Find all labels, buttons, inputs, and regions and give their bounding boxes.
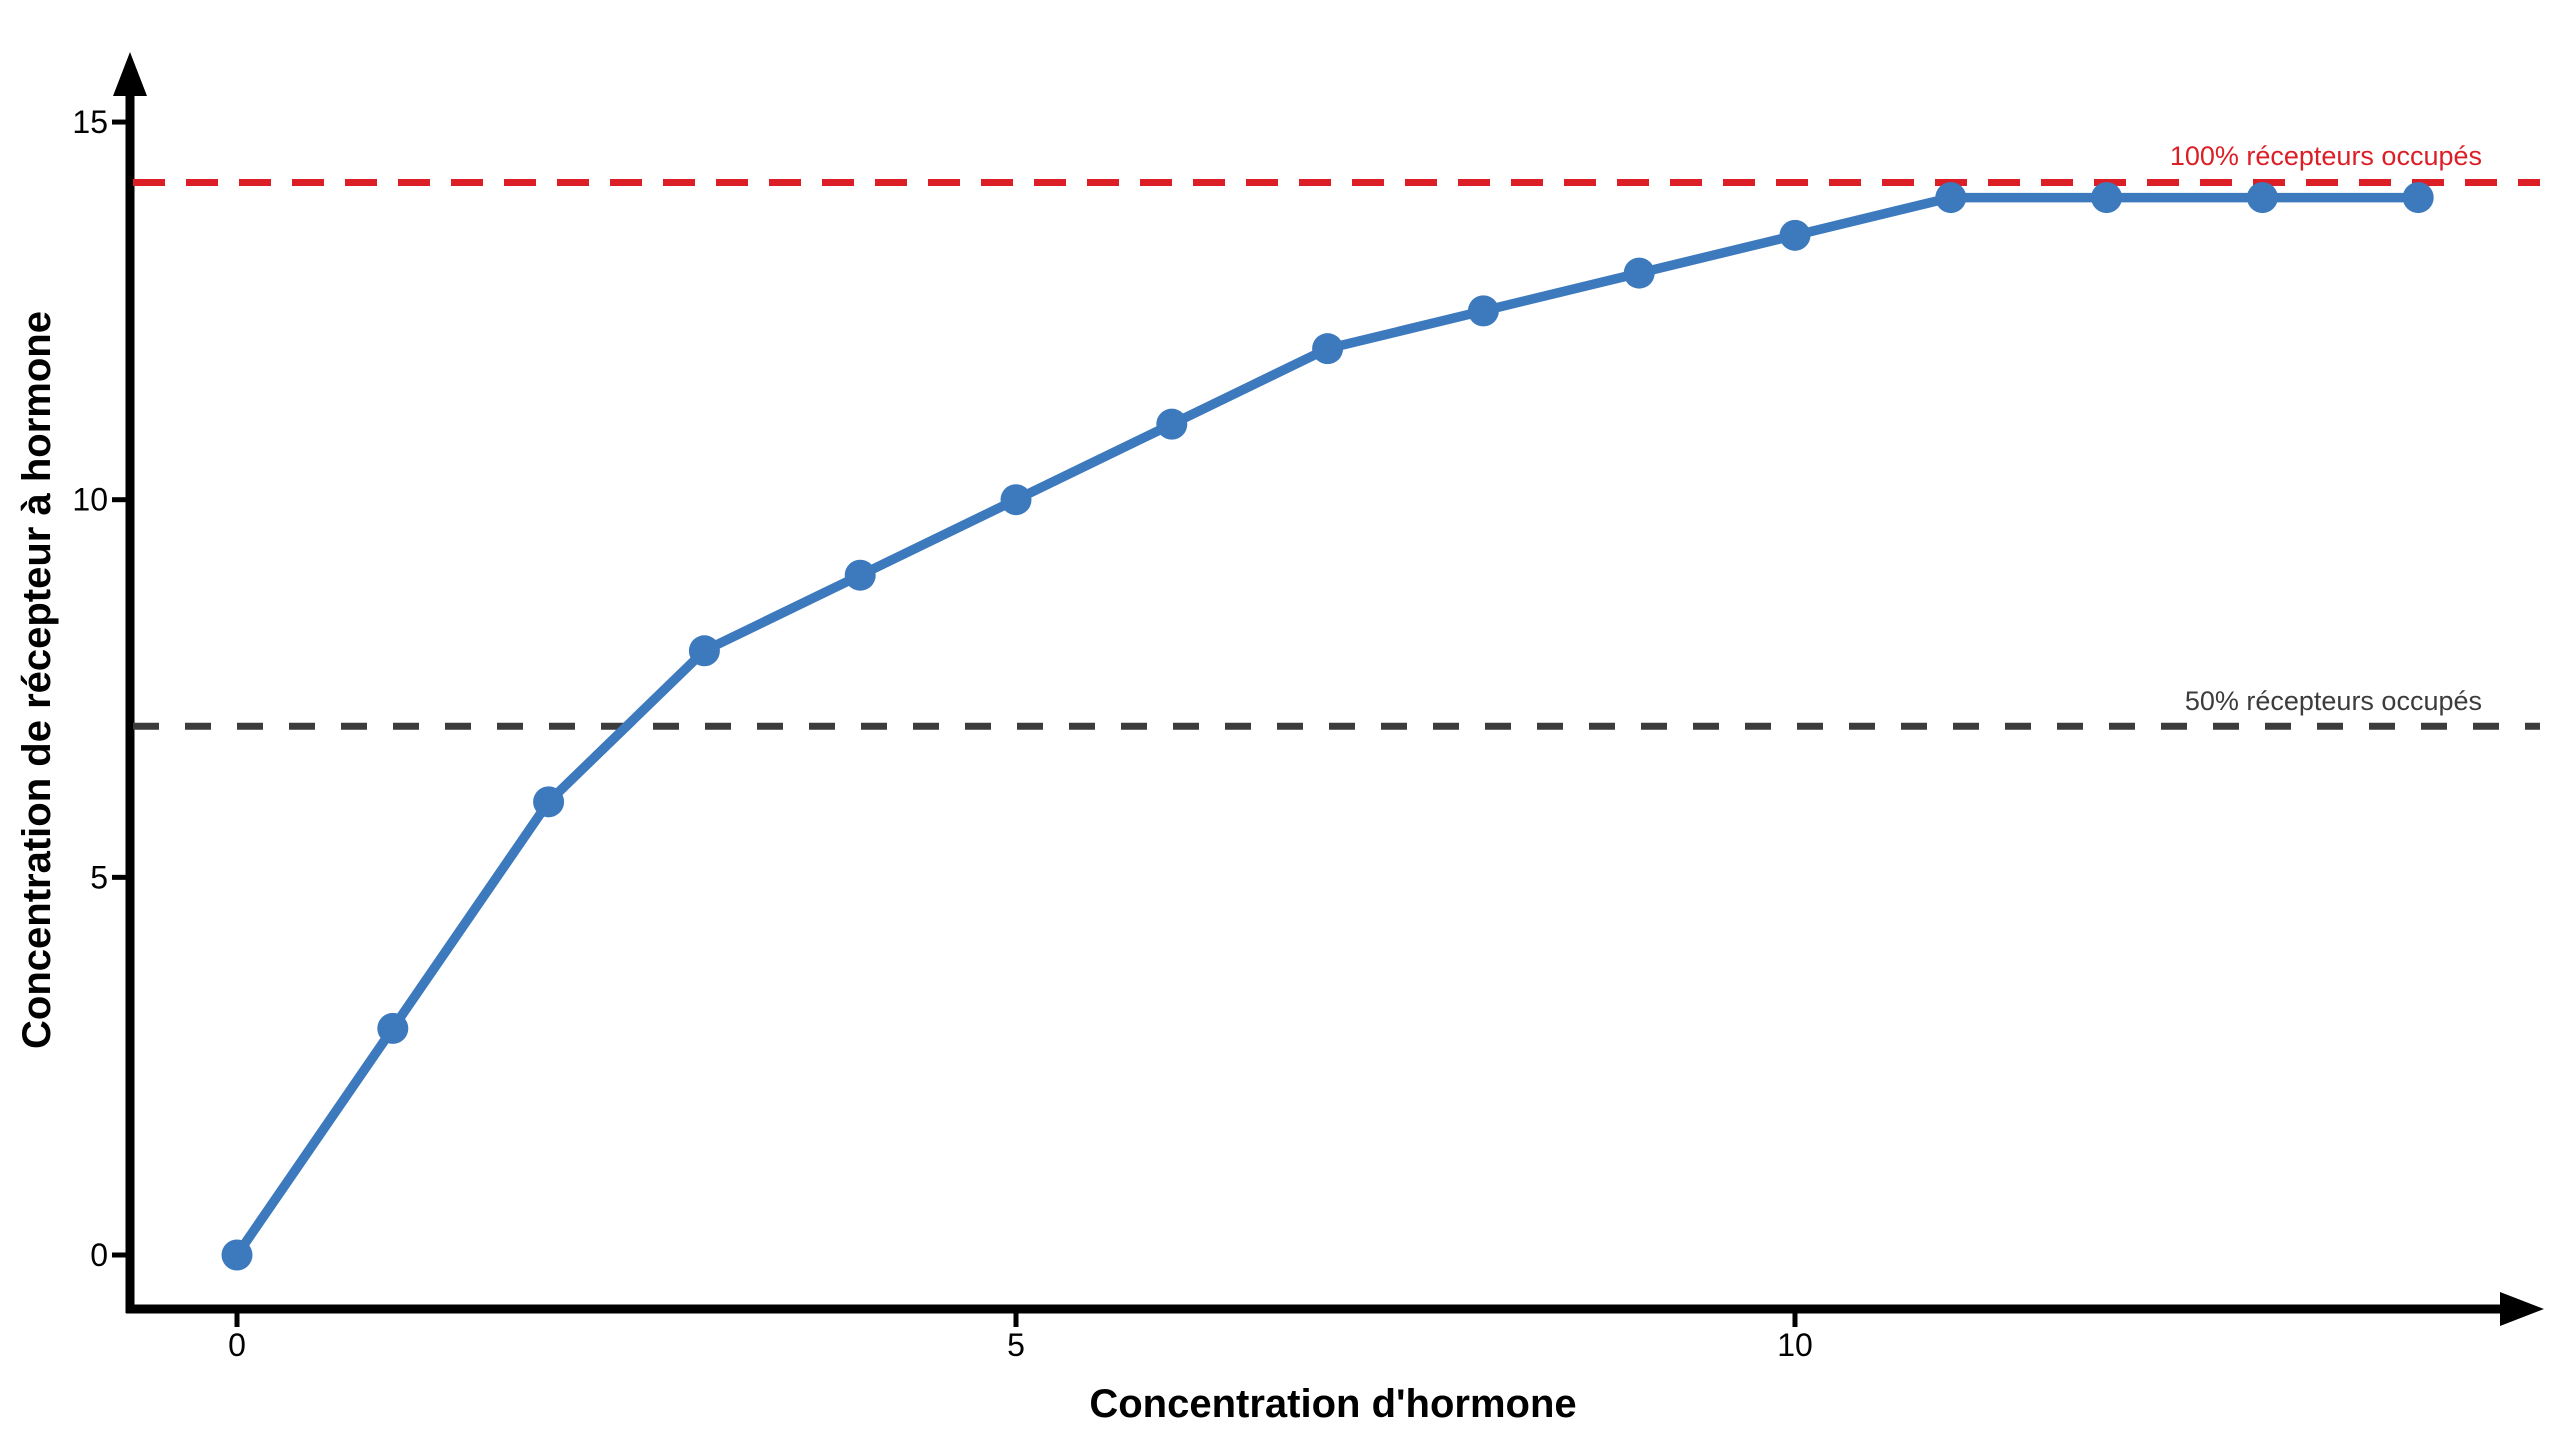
y-tick-label: 15	[72, 104, 108, 140]
data-point-marker	[1156, 408, 1188, 440]
data-point-marker	[688, 635, 720, 667]
data-point-marker	[533, 786, 565, 818]
y-axis-arrowhead	[113, 52, 147, 96]
plot-layer: 0 5 10 0 5 10 15	[72, 104, 2540, 1363]
data-point-marker	[1312, 333, 1344, 365]
data-point-marker	[221, 1239, 253, 1271]
x-tick-label: 0	[228, 1327, 246, 1363]
y-axis-title: Concentration de récepteur à hormone	[15, 311, 59, 1049]
y-tick-label: 0	[90, 1237, 108, 1273]
annotation-50-percent-label: 50% récepteurs occupés	[2185, 686, 2482, 716]
data-point-marker	[1779, 219, 1811, 251]
data-point-marker	[2246, 182, 2278, 214]
annotation-100-percent-label: 100% récepteurs occupés	[2170, 141, 2482, 171]
data-point-marker	[2402, 182, 2434, 214]
data-point-marker	[844, 559, 876, 591]
data-point-marker	[1000, 484, 1032, 516]
y-tick-label: 10	[72, 482, 108, 518]
axes	[113, 52, 2544, 1326]
x-tick-label: 5	[1007, 1327, 1025, 1363]
x-axis-arrowhead	[2500, 1292, 2544, 1326]
data-point-marker	[1467, 295, 1499, 327]
x-tick-label: 10	[1777, 1327, 1813, 1363]
data-point-marker	[1623, 257, 1655, 289]
x-axis-title: Concentration d'hormone	[1089, 1382, 1576, 1426]
data-point-marker	[2091, 182, 2123, 214]
data-point-marker	[1935, 182, 1967, 214]
y-tick-label: 5	[90, 859, 108, 895]
data-point-marker	[377, 1012, 409, 1044]
